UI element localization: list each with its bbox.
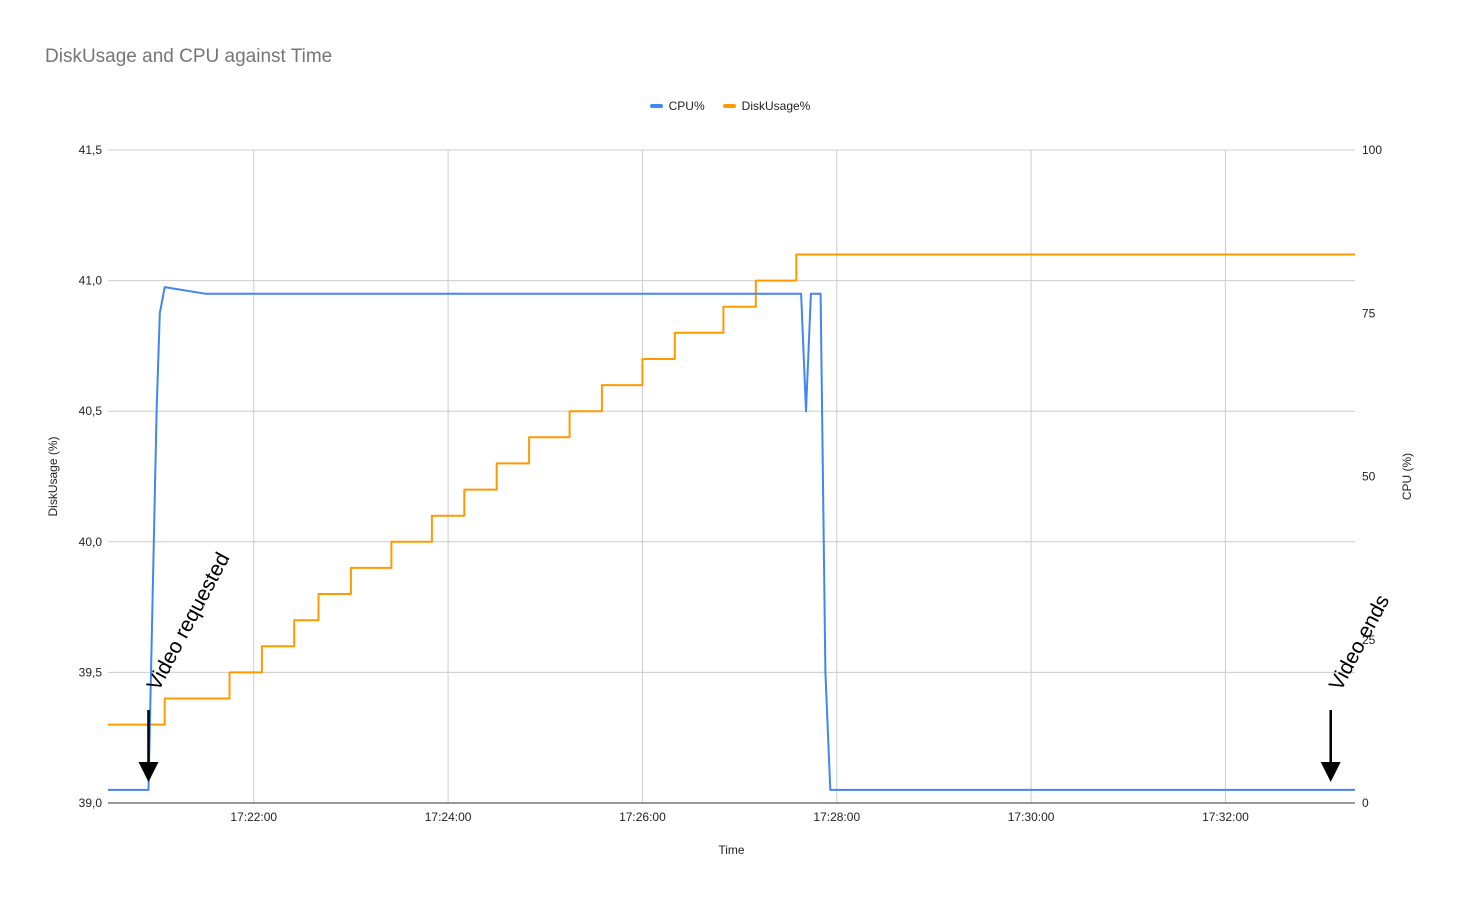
y-right-tick-label: 50: [1362, 470, 1376, 484]
series-line-cpu: [108, 286, 1355, 791]
legend-swatch-diskusage: [722, 104, 736, 108]
x-tick-label: 17:30:00: [1008, 810, 1055, 824]
gridlines: [108, 149, 1355, 804]
x-tick-label: 17:28:00: [813, 810, 860, 824]
series-line-diskusage: [108, 253, 1355, 726]
y-left-tick-label: 39,0: [79, 796, 103, 810]
legend-label-cpu: CPU%: [668, 99, 705, 113]
annotations: Video requested Video ends: [138, 549, 1394, 782]
chart-title: DiskUsage and CPU against Time: [45, 46, 333, 67]
legend-label-diskusage: DiskUsage%: [741, 99, 811, 113]
x-tick-label: 17:22:00: [230, 810, 277, 824]
legend-swatch-cpu: [649, 104, 663, 108]
y-right-tick-label: 100: [1362, 143, 1382, 157]
y-right-tick-label: 0: [1362, 796, 1369, 810]
x-tick-label: 17:24:00: [425, 810, 472, 824]
y-left-tick-label: 39,5: [79, 665, 103, 679]
y-right-tick-label: 75: [1362, 306, 1376, 320]
y-left-tick-label: 40,5: [79, 404, 103, 418]
y-left-axis-title: DiskUsage (%): [46, 436, 60, 516]
legend-item-diskusage[interactable]: DiskUsage%: [722, 98, 811, 114]
legend: CPU% DiskUsage%: [0, 98, 1460, 114]
y-right-axis-title: CPU (%): [1400, 453, 1414, 500]
annotation-label: Video ends: [1325, 591, 1394, 694]
x-tick-label: 17:26:00: [619, 810, 666, 824]
x-axis-title: Time: [718, 843, 745, 857]
y-left-tick-label: 41,0: [79, 274, 103, 288]
series-layer: [108, 253, 1355, 791]
axes: 39,0 39,5 40,0 40,5 41,0 41,5 0 25 50 75 100 17:22:…: [46, 143, 1414, 857]
legend-item-cpu[interactable]: CPU%: [649, 98, 705, 114]
y-right-tick-label: 25: [1362, 633, 1376, 647]
x-tick-label: 17:32:00: [1202, 810, 1249, 824]
y-left-tick-label: 41,5: [79, 143, 103, 157]
y-left-tick-label: 40,0: [79, 535, 103, 549]
